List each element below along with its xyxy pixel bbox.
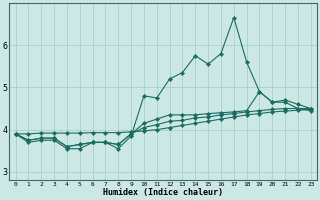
X-axis label: Humidex (Indice chaleur): Humidex (Indice chaleur) bbox=[103, 188, 223, 197]
